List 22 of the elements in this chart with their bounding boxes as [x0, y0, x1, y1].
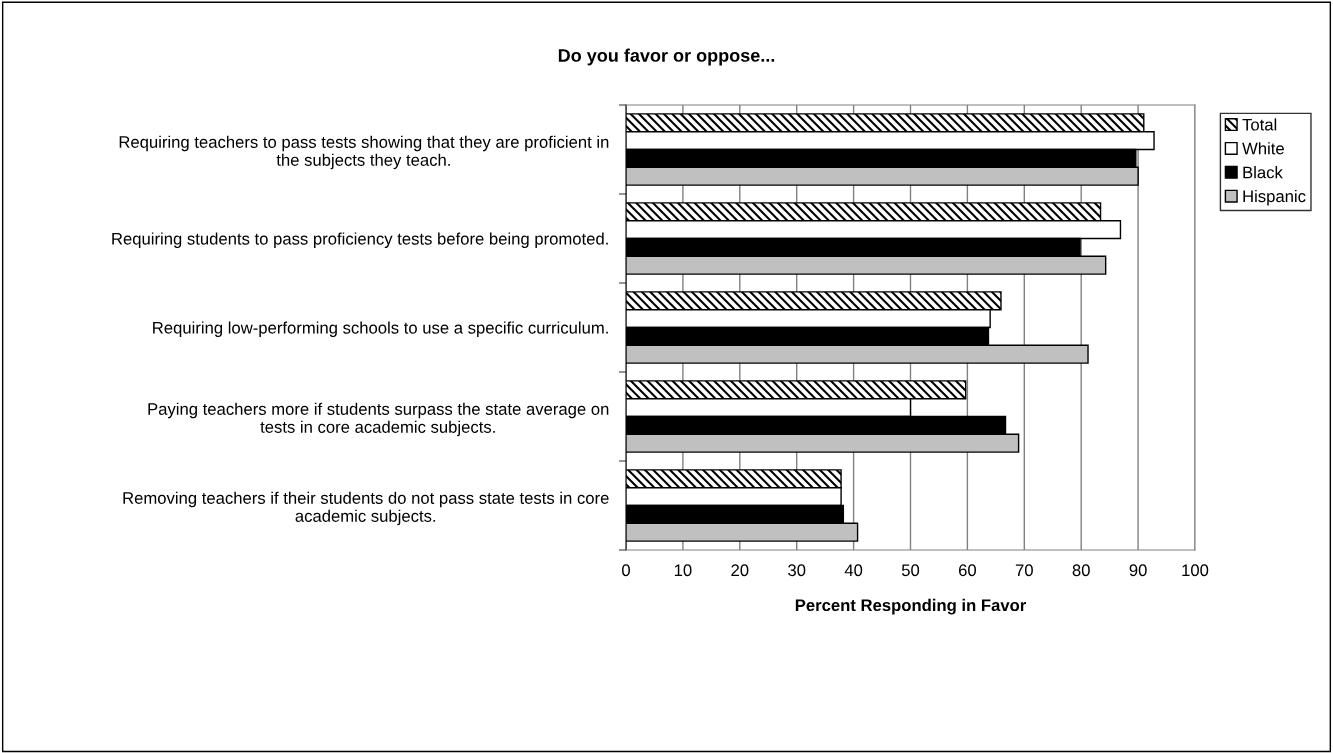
y-tick-label: Requiring low-performing schools to use a specific curriculum. [153, 321, 608, 337]
x-tick-label: 30 [788, 564, 806, 577]
x-tick-label: 0 [622, 564, 630, 577]
y-tick-label: Requiring students to pass proficiency tests before being promoted. [112, 232, 608, 248]
x-axis-title: Percent Responding in Favor [795, 598, 1027, 615]
chart-title: Do you favor or oppose... [558, 48, 775, 66]
x-tick-label: 20 [731, 564, 749, 577]
legend-label: Hispanic [1243, 189, 1306, 206]
x-tick-label: 50 [901, 564, 920, 577]
legend-label: White [1242, 142, 1284, 155]
legend-label: Total [1242, 118, 1277, 131]
x-tick-label: 100 [1182, 564, 1209, 577]
y-tick-label: Removing teachers if their students do not pass state tests in core academic subjects. [123, 491, 609, 526]
y-tick-label: Requiring teachers to pass tests showing that they are proficient in the subjects they teach. [119, 135, 609, 170]
x-tick-label: 40 [844, 564, 863, 577]
y-tick-label: Paying teachers more if students surpass the state average on tests in core academic subjects. [148, 402, 609, 437]
x-tick-label: 90 [1129, 564, 1147, 577]
x-tick-label: 60 [958, 564, 977, 577]
x-tick-label: 70 [1015, 564, 1033, 577]
x-tick-label: 10 [674, 564, 692, 577]
legend-label: Black [1243, 166, 1283, 179]
x-tick-label: 80 [1072, 564, 1090, 577]
